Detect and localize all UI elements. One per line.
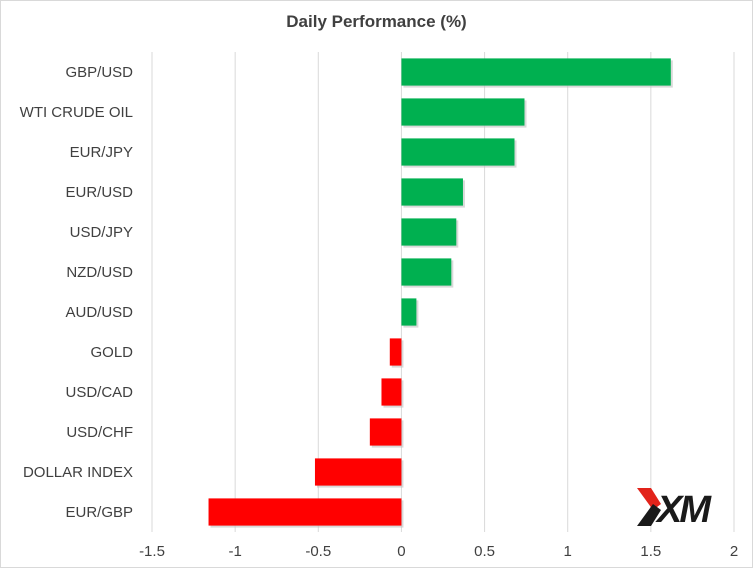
category-label: WTI CRUDE OIL <box>20 104 133 121</box>
x-tick-label: -1 <box>228 543 241 560</box>
category-label: USD/CHF <box>66 424 133 441</box>
category-label: NZD/USD <box>66 264 133 281</box>
x-tick-label: 0 <box>397 543 405 560</box>
x-tick-label: 1.5 <box>640 543 661 560</box>
x-tick-label: 1 <box>564 543 572 560</box>
category-label: GBP/USD <box>65 64 133 81</box>
bar-usd-jpy <box>401 218 457 246</box>
category-label: AUD/USD <box>65 304 133 321</box>
category-label: USD/JPY <box>70 224 133 241</box>
chart-title: Daily Performance (%) <box>286 12 467 31</box>
category-labels: GBP/USD WTI CRUDE OIL EUR/JPY EUR/USD USD/JP… <box>20 64 134 521</box>
bar-eur-gbp <box>208 498 402 526</box>
category-label: GOLD <box>90 344 133 361</box>
gridlines <box>151 52 735 532</box>
category-label: EUR/GBP <box>65 504 133 521</box>
bar-usd-chf <box>369 418 402 446</box>
x-tick-label: 0.5 <box>474 543 495 560</box>
bar-gold <box>389 338 402 366</box>
xm-logo-icon: XM <box>637 488 715 528</box>
category-label: EUR/JPY <box>70 144 133 161</box>
x-tick-label: -1.5 <box>139 543 165 560</box>
category-label: EUR/USD <box>65 184 133 201</box>
bar-eur-jpy <box>401 138 515 166</box>
x-tick-label: -0.5 <box>305 543 331 560</box>
x-tick-labels: -1.5 -1 -0.5 0 0.5 1 1.5 2 <box>139 543 738 560</box>
x-tick-label: 2 <box>730 543 738 560</box>
category-label: DOLLAR INDEX <box>23 464 133 481</box>
bar-dollar-index <box>314 458 402 486</box>
bars <box>208 58 673 528</box>
category-label: USD/CAD <box>65 384 133 401</box>
logo-text: XM <box>655 489 712 528</box>
bar-eur-usd <box>401 178 463 206</box>
bar-aud-usd <box>401 298 417 326</box>
bar-usd-cad <box>381 378 402 406</box>
bar-gbp-usd <box>401 58 671 86</box>
bar-wti-crude-oil <box>401 98 525 126</box>
bar-nzd-usd <box>401 258 452 286</box>
